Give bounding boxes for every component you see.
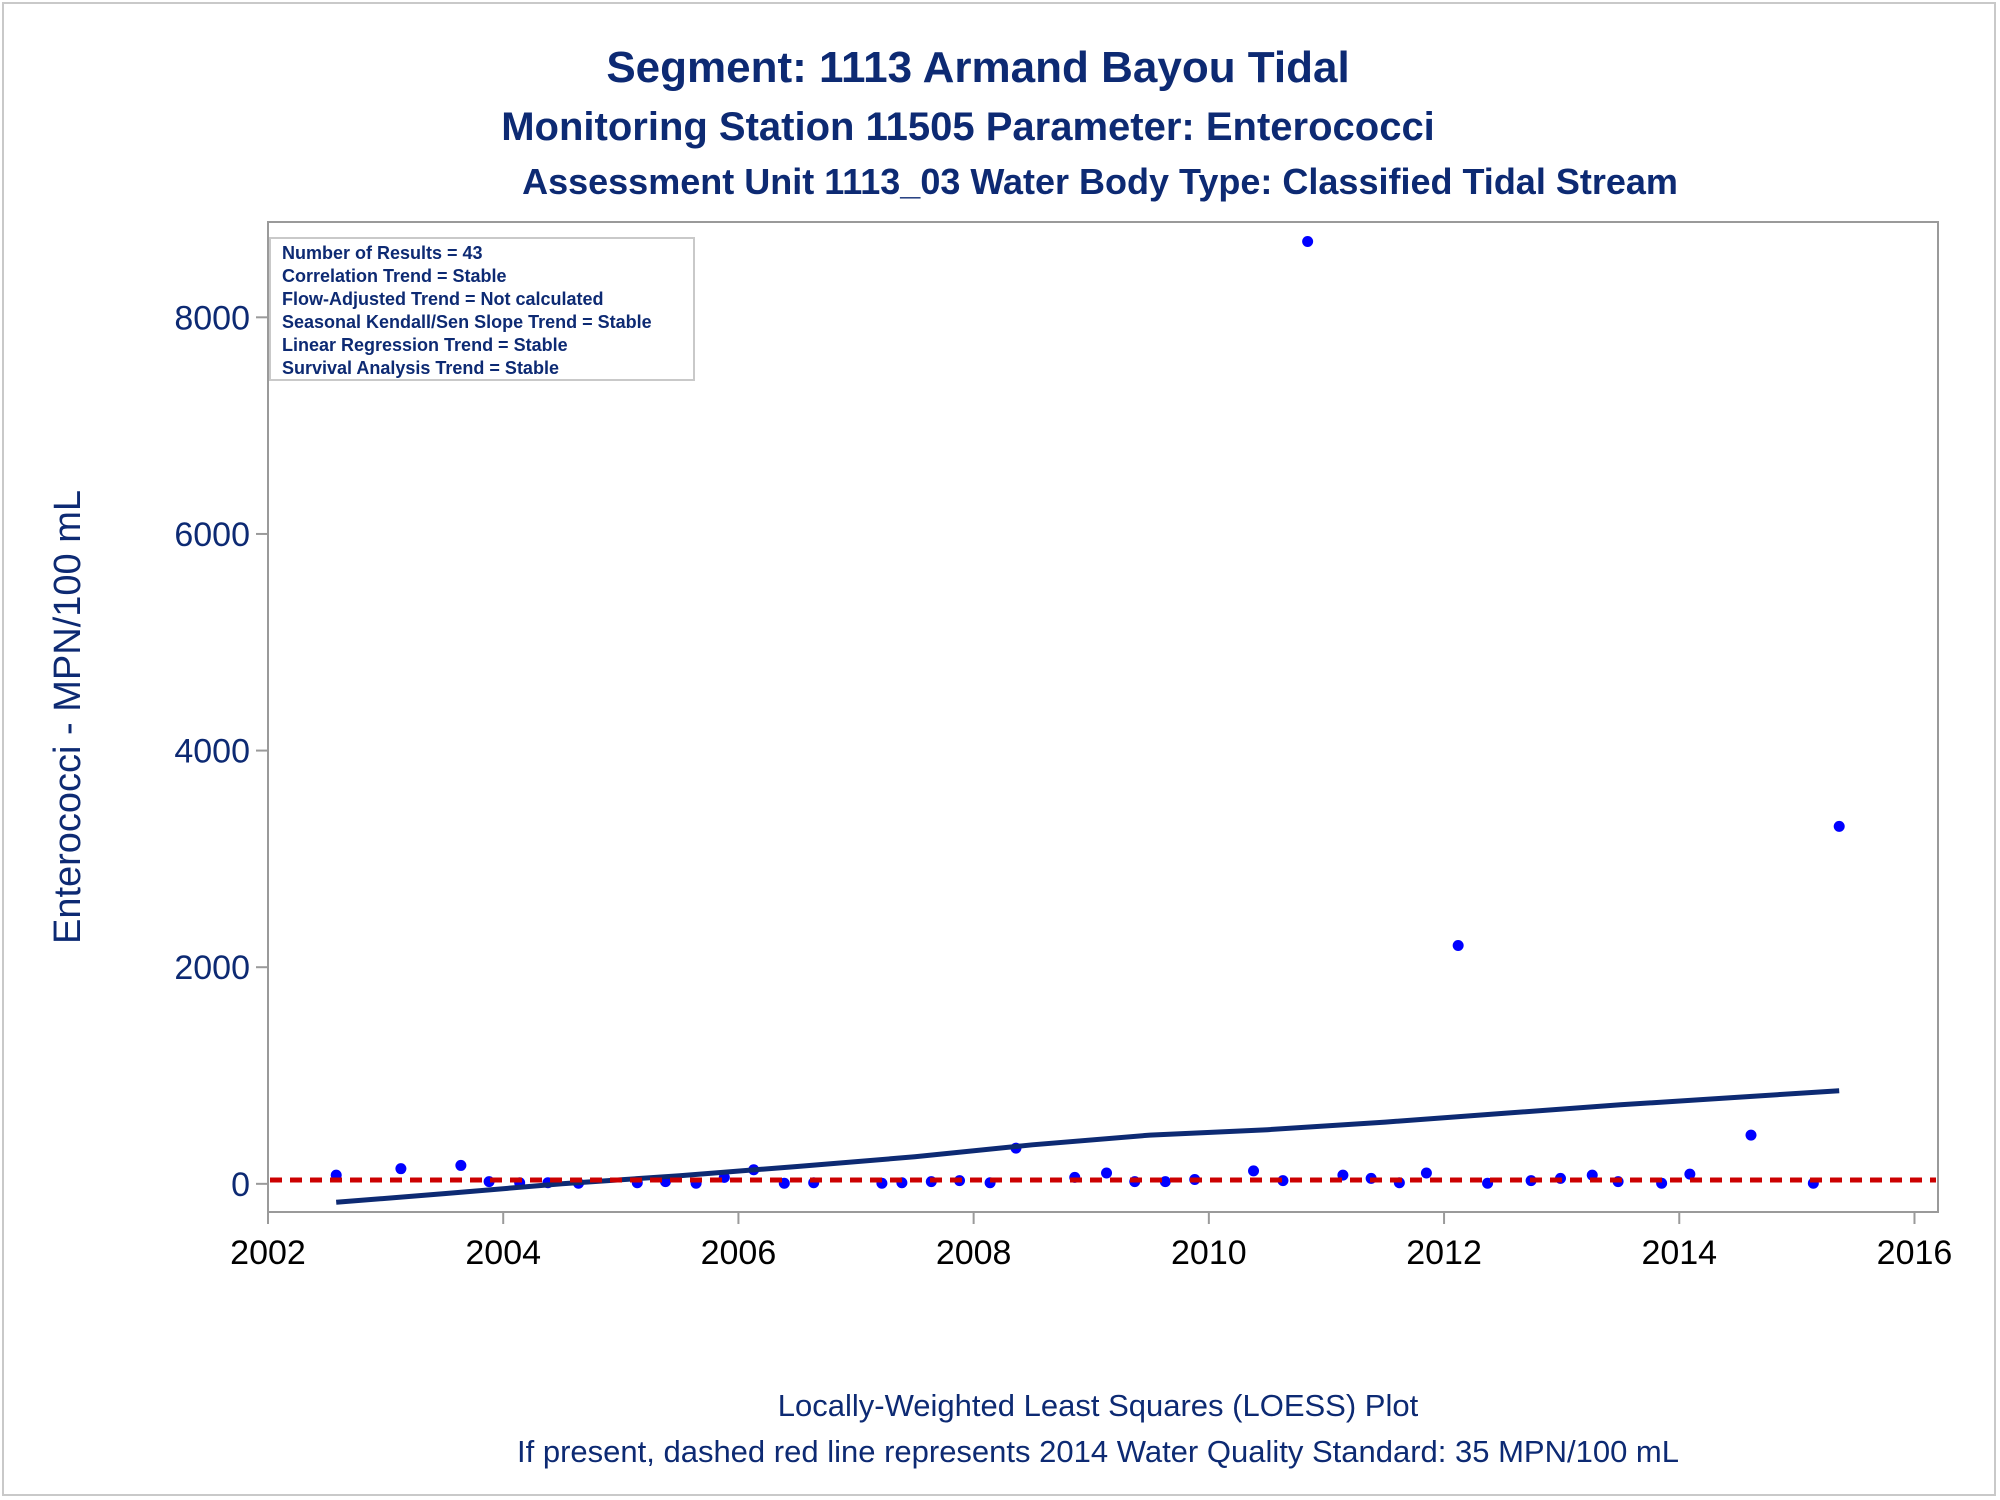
stats-box: Number of Results = 43 Correlation Trend… — [269, 237, 695, 381]
stats-line-survival-analysis: Survival Analysis Trend = Stable — [282, 358, 559, 378]
y-tick-label-0: 0 — [231, 1166, 250, 1204]
data-point-26 — [1248, 1165, 1260, 1177]
chart-title: Segment: 1113 Armand Bayou Tidal — [606, 43, 1349, 92]
data-point-32 — [1420, 1167, 1432, 1179]
x-tick-label-2008: 2008 — [936, 1234, 1012, 1272]
chart-subtitle: Monitoring Station 11505 Parameter: Ente… — [501, 105, 1435, 149]
chart-svg: Segment: 1113 Armand Bayou Tidal Monitor… — [47, 43, 1952, 1469]
data-point-43 — [1833, 820, 1845, 832]
data-point-3 — [455, 1159, 467, 1171]
data-point-24 — [1159, 1176, 1171, 1188]
stats-box-border — [269, 237, 695, 381]
stats-line-seasonal-kendall: Seasonal Kendall/Sen Slope Trend = Stabl… — [282, 312, 652, 332]
x-tick-label-2004: 2004 — [465, 1234, 541, 1272]
x-tick-label-2006: 2006 — [701, 1234, 777, 1272]
x-axis: 2002 2004 2006 2008 2010 2012 2014 2016 — [230, 1212, 1952, 1272]
data-point-22 — [1101, 1167, 1113, 1179]
stats-line-flow-adjusted: Flow-Adjusted Trend = Not calculated — [282, 289, 604, 309]
data-point-2 — [395, 1163, 407, 1175]
x-tick-label-2002: 2002 — [230, 1234, 306, 1272]
x-tick-label-2014: 2014 — [1641, 1234, 1717, 1272]
y-axis-label: Enterococci - MPN/100 mL — [47, 490, 89, 944]
y-tick-label-6000: 6000 — [174, 516, 250, 554]
y-axis: 0 2000 4000 6000 8000 — [174, 299, 268, 1204]
x-tick-label-2010: 2010 — [1171, 1234, 1247, 1272]
chart-marks — [270, 235, 1936, 1205]
x-tick-label-2012: 2012 — [1406, 1234, 1482, 1272]
footnote-loess: Locally-Weighted Least Squares (LOESS) P… — [778, 1388, 1419, 1423]
x-tick-label-2016: 2016 — [1877, 1234, 1953, 1272]
stats-line-linear-regression: Linear Regression Trend = Stable — [282, 335, 568, 355]
chart-subtitle-2: Assessment Unit 1113_03 Water Body Type:… — [522, 161, 1678, 202]
data-point-41 — [1745, 1129, 1757, 1141]
stats-line-results: Number of Results = 43 — [282, 243, 483, 263]
stats-line-correlation: Correlation Trend = Stable — [282, 266, 507, 286]
footnote-standard: If present, dashed red line represents 2… — [517, 1434, 1679, 1469]
data-point-28 — [1302, 235, 1314, 247]
y-tick-label-8000: 8000 — [174, 299, 250, 337]
data-point-33 — [1452, 940, 1464, 952]
data-point-40 — [1684, 1168, 1696, 1180]
plot-area — [267, 221, 1939, 1213]
y-tick-label-4000: 4000 — [174, 733, 250, 771]
y-tick-label-2000: 2000 — [174, 949, 250, 987]
